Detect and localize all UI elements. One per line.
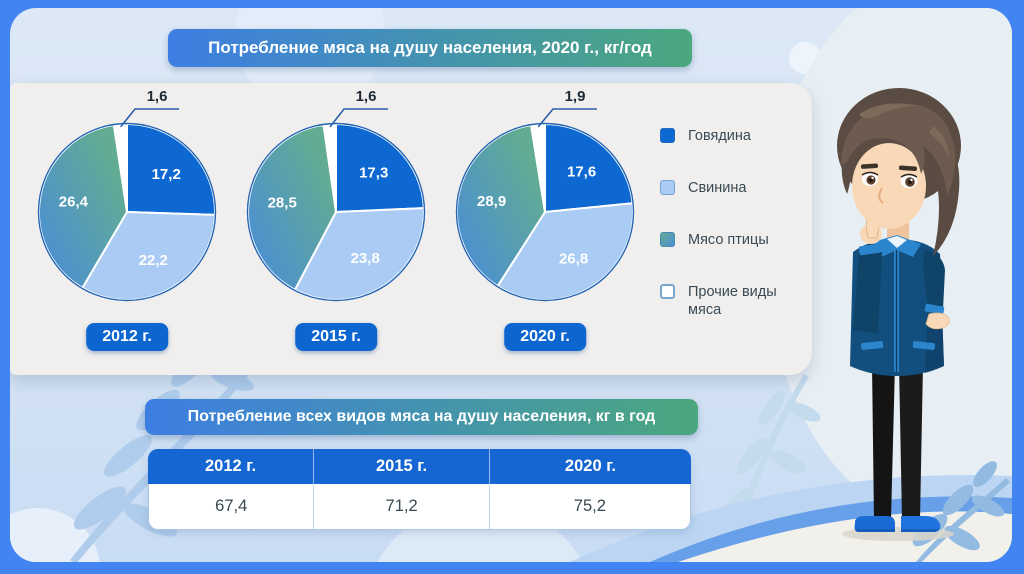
legend-label-poultry: Мясо птицы — [688, 231, 769, 248]
slice-value-label: 28,5 — [268, 195, 297, 212]
pie-outline-ring — [37, 122, 217, 302]
pie-chart-2020: 17,6 26,8 28,9 1,9 — [455, 88, 635, 302]
slide-canvas: Потребление мяса на душу населения, 2020… — [10, 8, 1012, 562]
pie-chart-2015: 17,3 23,8 28,5 1,6 — [246, 88, 426, 302]
legend-label-beef: Говядина — [688, 128, 751, 144]
pork-swatch-icon — [660, 179, 675, 195]
small-slice-value-label: 1,6 — [356, 88, 377, 105]
legend-label-pork: Свинина — [688, 179, 747, 196]
year-label-2012: 2012 г. — [86, 323, 168, 351]
table-title-banner: Потребление всех видов мяса на душу насе… — [145, 399, 698, 435]
slice-value-label: 17,2 — [152, 166, 181, 183]
legend-item-beef: Говядина — [660, 127, 800, 146]
table-header-2015: 2015 г. — [313, 449, 489, 484]
legend-item-pork: Свинина — [660, 179, 800, 198]
beef-swatch-icon — [660, 128, 675, 143]
slice-value-label: 22,2 — [139, 252, 168, 269]
table-value-2020: 75,2 — [488, 484, 690, 529]
slice-value-label: 28,9 — [477, 193, 506, 210]
chart-title-text: Потребление мяса на душу населения, 2020… — [208, 38, 652, 57]
thinking-boy-illustration — [837, 88, 961, 541]
slice-value-label: 17,3 — [359, 165, 388, 182]
other-meat-swatch-icon — [660, 283, 675, 299]
small-slice-value-label: 1,9 — [565, 88, 586, 105]
hair-fringe — [841, 103, 956, 196]
year-label-2020: 2020 г. — [504, 323, 586, 351]
chart-title-banner: Потребление мяса на душу населения, 2020… — [168, 29, 692, 67]
table-header-row: 2012 г. 2015 г. 2020 г. — [148, 449, 691, 484]
consumption-table: 2012 г. 2015 г. 2020 г. 67,4 71,2 75,2 — [148, 449, 691, 530]
pie-outline-ring — [246, 122, 426, 302]
table-header-2012: 2012 г. — [204, 457, 257, 475]
legend-label-other: Прочие виды мяса — [688, 283, 777, 319]
legend-item-other: Прочие виды мяса — [660, 283, 800, 321]
small-slice-callout — [537, 108, 597, 128]
small-slice-callout — [119, 108, 179, 128]
slice-value-label: 17,6 — [567, 164, 596, 181]
legend-item-poultry: Мясо птицы — [660, 231, 800, 250]
slice-value-label: 26,4 — [59, 194, 89, 211]
table-title-text: Потребление всех видов мяса на душу насе… — [187, 408, 656, 425]
table-header-2020: 2020 г. — [488, 449, 691, 484]
legend: Говядина Свинина Мясо птицы Прочие виды … — [660, 127, 800, 353]
poultry-swatch-icon — [660, 231, 675, 247]
small-slice-callout — [329, 108, 388, 128]
year-label-2015: 2015 г. — [295, 323, 377, 351]
table-value-2012: 67,4 — [215, 497, 248, 515]
pie-chart-card: 17,2 22,2 26,4 1,6 17,3 23,8 28,5 1,6 17,6 26,8… — [10, 83, 812, 375]
pie-chart-2012: 17,2 22,2 26,4 1,6 — [37, 88, 217, 302]
small-slice-value-label: 1,6 — [147, 88, 168, 105]
table-value-row: 67,4 71,2 75,2 — [148, 484, 691, 530]
slice-value-label: 26,8 — [559, 251, 588, 268]
table-value-2015: 71,2 — [313, 484, 488, 529]
slice-value-label: 23,8 — [351, 250, 380, 267]
pie-outline-ring — [455, 122, 635, 302]
